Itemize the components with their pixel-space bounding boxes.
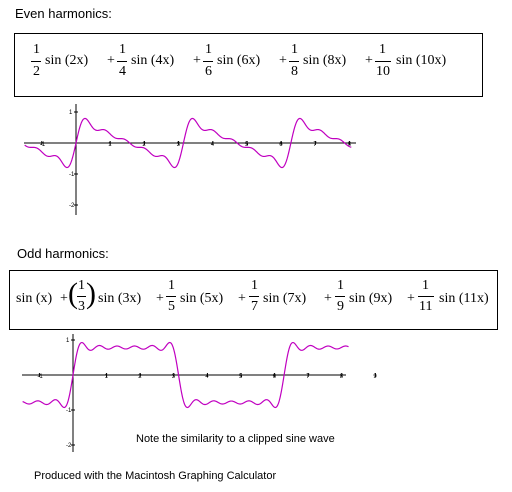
odd-x-tick-label: 4 <box>205 374 209 380</box>
odd-term-2-fn: sin (5x) <box>180 291 224 306</box>
odd-term-5-den: 11 <box>419 299 433 314</box>
even-term-1-fn: sin (2x) <box>45 53 89 68</box>
even-term-2-den: 4 <box>119 64 126 79</box>
odd-paren-left: ( <box>68 277 78 310</box>
even-x-tick-label: 1 <box>108 142 112 148</box>
even-axes <box>24 104 356 215</box>
even-term-3-fn: sin (6x) <box>217 53 261 68</box>
odd-term-1-fn: sin (3x) <box>98 291 142 306</box>
even-x-tick-label: 2 <box>142 142 146 148</box>
odd-formula: sin (x) + ( 1 3 ) sin (3x) + 1 5 sin (5x… <box>16 277 489 314</box>
odd-term-1-den: 3 <box>78 299 85 314</box>
even-term-5-den: 10 <box>376 64 390 79</box>
odd-term-3-num: 1 <box>251 278 258 293</box>
credit-text: Produced with the Macintosh Graphing Cal… <box>34 470 277 482</box>
odd-term-4-den: 9 <box>337 299 344 314</box>
even-term-2-fn: sin (4x) <box>131 53 175 68</box>
even-x-tick-label: 8 <box>348 142 352 148</box>
even-term-4-den: 8 <box>291 64 298 79</box>
even-term-2-op: + <box>193 53 201 68</box>
odd-term-3-fn: sin (7x) <box>263 291 307 306</box>
even-x-tick-label: -1 <box>40 142 46 148</box>
note-text: Note the similarity to a clipped sine wa… <box>136 433 335 445</box>
even-curve <box>24 117 352 169</box>
even-y-tick-label: -1 <box>69 172 75 178</box>
even-graph: -1 1 2 3 4 5 6 7 8 1 -1 -2 <box>24 104 356 215</box>
even-ticks: -1 1 2 3 4 5 6 7 8 1 -1 -2 <box>40 110 352 209</box>
odd-x-tick-label: 7 <box>306 374 310 380</box>
odd-curve <box>22 341 349 409</box>
even-term-3-den: 6 <box>205 64 212 79</box>
odd-y-tick-label: -2 <box>66 443 72 449</box>
odd-term-5-num: 1 <box>422 278 429 293</box>
even-formula-box: 1 2 sin (2x) + 1 4 sin (4x) + 1 6 sin (6… <box>14 33 483 97</box>
even-x-tick-label: 5 <box>245 142 249 148</box>
even-term-2-num: 1 <box>119 42 126 57</box>
odd-x-tick-label: 6 <box>273 374 277 380</box>
odd-graph: -1 1 2 3 4 5 6 7 8 9 1 -1 -2 <box>22 334 377 452</box>
odd-term-2-den: 5 <box>168 299 175 314</box>
even-x-tick-label: 6 <box>279 142 283 148</box>
odd-x-tick-label: 5 <box>239 374 243 380</box>
even-heading: Even harmonics: <box>15 6 112 21</box>
odd-term-4-num: 1 <box>337 278 344 293</box>
odd-axes <box>22 334 346 452</box>
even-term-1-op: + <box>107 53 115 68</box>
even-formula: 1 2 sin (2x) + 1 4 sin (4x) + 1 6 sin (6… <box>15 34 482 96</box>
odd-x-tick-label: 8 <box>340 374 344 380</box>
odd-y-tick-label: 1 <box>66 338 70 344</box>
even-term-4-fn: sin (8x) <box>303 53 347 68</box>
odd-y-tick-label: -1 <box>66 408 72 414</box>
even-y-tick-label: -2 <box>69 203 75 209</box>
odd-term-5-fn: sin (11x) <box>439 291 489 306</box>
odd-x-tick-label: 1 <box>105 374 109 380</box>
odd-term-4-fn: sin (9x) <box>349 291 393 306</box>
odd-term-1-num: 1 <box>78 278 85 293</box>
even-y-tick-label: 1 <box>69 110 73 116</box>
odd-x-tick-label: 2 <box>138 374 142 380</box>
even-x-tick-label: 3 <box>177 142 181 148</box>
odd-first-term: sin (x) <box>16 291 53 306</box>
even-term-1-num: 1 <box>33 42 40 57</box>
even-term-3-op: + <box>279 53 287 68</box>
even-x-tick-label: 7 <box>313 142 317 148</box>
even-term-4-op: + <box>365 53 373 68</box>
odd-x-tick-label: 9 <box>373 374 377 380</box>
odd-paren-right: ) <box>86 277 96 310</box>
even-term-1-den: 2 <box>33 64 40 79</box>
odd-term-2-num: 1 <box>168 278 175 293</box>
odd-x-tick-label: 3 <box>172 374 176 380</box>
even-term-5-num: 1 <box>379 42 386 57</box>
even-term-3-num: 1 <box>205 42 212 57</box>
odd-ticks: -1 1 2 3 4 5 6 7 8 9 1 -1 -2 <box>37 338 377 449</box>
odd-term-3-den: 7 <box>251 299 258 314</box>
odd-heading: Odd harmonics: <box>17 246 109 261</box>
even-term-4-num: 1 <box>291 42 298 57</box>
odd-formula-box: sin (x) + ( 1 3 ) sin (3x) + 1 5 sin (5x… <box>9 270 498 330</box>
even-x-tick-label: 4 <box>211 142 215 148</box>
odd-x-tick-label: -1 <box>37 374 43 380</box>
even-term-5-fn: sin (10x) <box>396 53 447 68</box>
